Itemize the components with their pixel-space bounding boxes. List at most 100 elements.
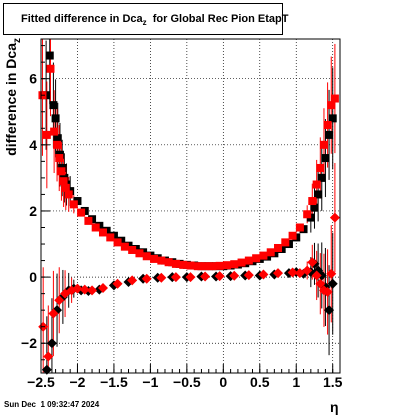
error-bars bbox=[41, 39, 336, 373]
data-point-square bbox=[164, 258, 173, 267]
data-point-square bbox=[201, 262, 210, 271]
data-point-diamond bbox=[229, 270, 240, 281]
data-point-square bbox=[327, 101, 336, 110]
data-point-square bbox=[113, 238, 122, 247]
data-point-diamond bbox=[243, 270, 254, 281]
grid-lines bbox=[40, 39, 340, 373]
y-axis-label: difference in Dcaz bbox=[3, 27, 23, 167]
data-point-square bbox=[330, 94, 339, 103]
data-point-square bbox=[193, 262, 202, 271]
data-point-diamond bbox=[48, 308, 59, 319]
x-tick-label: 0 bbox=[219, 374, 227, 390]
data-point-square bbox=[237, 258, 246, 267]
data-point-square bbox=[252, 254, 261, 263]
data-point-square bbox=[53, 140, 62, 149]
data-point-diamond bbox=[214, 271, 225, 282]
x-tick-label: −2 bbox=[69, 374, 85, 390]
data-point-square bbox=[150, 254, 159, 263]
data-point-square bbox=[208, 262, 217, 271]
data-point-diamond bbox=[87, 285, 98, 296]
data-point-square bbox=[55, 154, 64, 163]
data-point-diamond bbox=[112, 278, 123, 289]
data-point-square bbox=[325, 130, 334, 139]
plot-frame bbox=[40, 38, 341, 374]
data-point-diamond bbox=[324, 305, 335, 316]
data-point-diamond bbox=[322, 286, 333, 297]
data-point-square bbox=[57, 167, 66, 176]
data-point-square bbox=[186, 261, 195, 270]
data-point-diamond bbox=[258, 269, 269, 280]
data-point-square bbox=[106, 233, 115, 242]
data-point-diamond bbox=[311, 270, 322, 281]
data-point-square bbox=[323, 120, 332, 129]
x-tick-label: 0.5 bbox=[250, 374, 270, 390]
data-point-diamond bbox=[329, 212, 340, 223]
chart-title-main: Fitted difference in Dca bbox=[21, 13, 143, 25]
data-point-diamond bbox=[287, 267, 298, 278]
data-point-diamond bbox=[185, 272, 196, 283]
data-point-square bbox=[303, 210, 312, 219]
chart-title: Fitted difference in Dcaz for Global Rec… bbox=[3, 3, 288, 35]
y-tick-label: −2 bbox=[21, 335, 37, 351]
y-tick-label: 4 bbox=[29, 137, 37, 153]
data-point-square bbox=[328, 114, 337, 123]
data-point-square bbox=[171, 259, 180, 268]
data-point-square bbox=[319, 140, 328, 149]
data-point-square bbox=[91, 223, 100, 232]
data-point-square bbox=[45, 51, 54, 60]
data-point-diamond bbox=[315, 278, 326, 289]
data-point-square bbox=[53, 134, 62, 143]
data-point-diamond bbox=[97, 283, 108, 294]
data-point-diamond bbox=[141, 273, 152, 284]
data-point-square bbox=[230, 260, 239, 269]
data-point-square bbox=[50, 127, 59, 136]
data-point-square bbox=[142, 252, 151, 261]
y-axis-label-sub: z bbox=[11, 37, 23, 43]
data-point-square bbox=[69, 200, 78, 209]
chart-title-rest: for Global Rec Pion EtapT bbox=[146, 13, 289, 25]
x-tick-label: −1.5 bbox=[100, 374, 128, 390]
x-tick-label: 1 bbox=[292, 374, 300, 390]
data-point-square bbox=[61, 183, 70, 192]
data-point-diamond bbox=[273, 268, 284, 279]
data-point-square bbox=[281, 238, 290, 247]
data-point-square bbox=[84, 216, 93, 225]
data-point-diamond bbox=[127, 275, 138, 286]
y-axis-label-main: difference in Dca bbox=[3, 42, 20, 156]
data-point-square bbox=[222, 261, 231, 270]
data-point-diamond bbox=[316, 270, 327, 281]
data-point-square bbox=[295, 223, 304, 232]
data-point-diamond bbox=[326, 268, 337, 279]
x-tick-label: −2.5 bbox=[27, 374, 55, 390]
x-axis-label: η bbox=[330, 399, 339, 415]
data-point-square bbox=[64, 190, 73, 199]
data-point-square bbox=[59, 177, 68, 186]
data-point-square bbox=[308, 197, 317, 206]
data-point-square bbox=[120, 242, 129, 251]
data-point-square bbox=[42, 130, 51, 139]
data-point-square bbox=[46, 64, 55, 73]
y-tick-label: 0 bbox=[29, 269, 37, 285]
data-point-square bbox=[157, 256, 166, 265]
data-point-diamond bbox=[307, 257, 318, 268]
data-point-square bbox=[317, 173, 326, 182]
data-point-square bbox=[98, 228, 107, 237]
axis-ticks bbox=[40, 45, 341, 373]
data-point-diamond bbox=[72, 283, 83, 294]
y-tick-label: 2 bbox=[29, 203, 37, 219]
data-point-square bbox=[135, 249, 144, 258]
data-point-square bbox=[51, 114, 60, 123]
data-point-square bbox=[49, 101, 58, 110]
data-point-diamond bbox=[327, 278, 338, 289]
data-point-diamond bbox=[156, 272, 167, 283]
data-point-square bbox=[215, 261, 224, 270]
x-tick-label: 1.5 bbox=[323, 374, 343, 390]
data-point-square bbox=[244, 256, 253, 265]
data-markers bbox=[38, 51, 340, 375]
data-point-diamond bbox=[43, 351, 54, 362]
data-point-square bbox=[314, 190, 323, 199]
data-point-diamond bbox=[170, 272, 181, 283]
data-point-square bbox=[312, 180, 321, 189]
chart-title-sub: z bbox=[142, 18, 147, 28]
